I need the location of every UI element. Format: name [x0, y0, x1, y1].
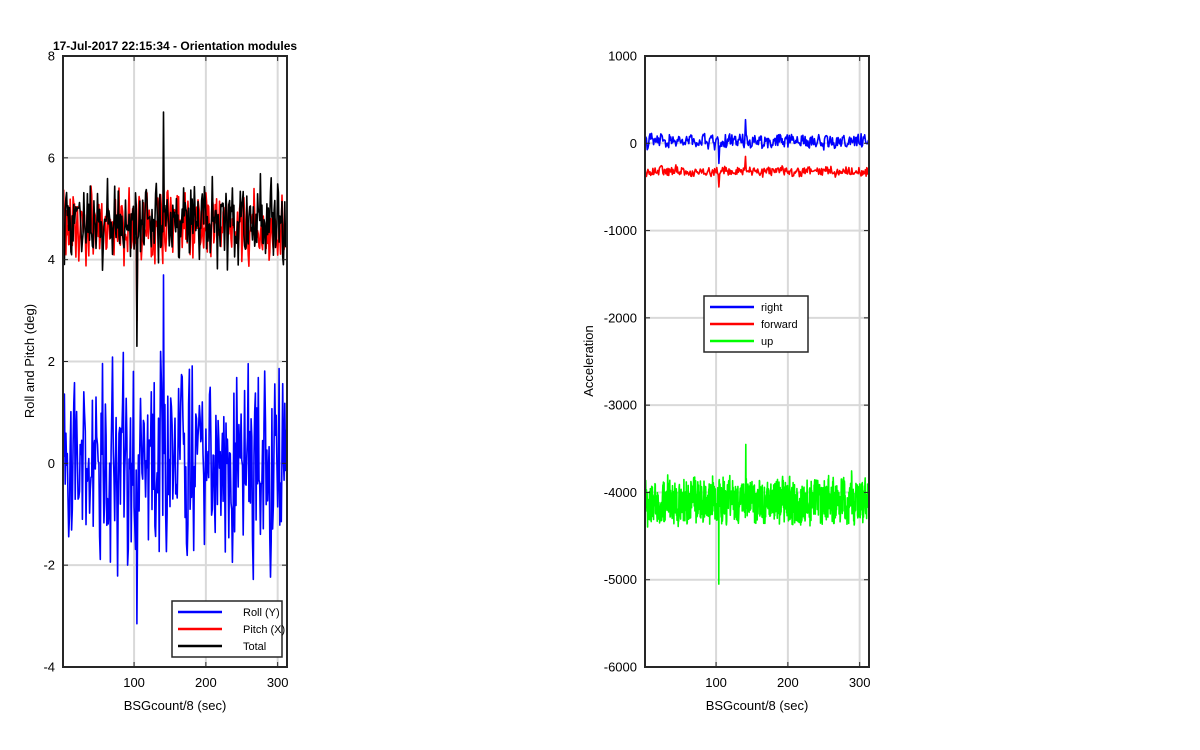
acceleration-ytick-label: -4000 — [604, 485, 637, 500]
acceleration-xtick-label: 100 — [705, 675, 727, 690]
roll-pitch-ytick-label: 2 — [48, 354, 55, 369]
acceleration-series — [645, 118, 869, 585]
acceleration-legend: right forward up — [703, 295, 809, 353]
roll-pitch-ytick-label: -4 — [43, 660, 55, 675]
roll-pitch-ytick-label: 0 — [48, 456, 55, 471]
roll-pitch-title: 17-Jul-2017 22:15:34 - Orientation modul… — [53, 39, 297, 53]
roll-pitch-xtick-label: 300 — [267, 675, 289, 690]
acceleration-ticks: 100 200 300 -6000 -5000 -4000 -3000 -2000 -1000 0… — [604, 49, 871, 691]
acceleration-series-right — [645, 118, 869, 165]
acceleration-series-forward — [645, 155, 869, 188]
acceleration-ytick-label: -6000 — [604, 660, 637, 675]
acceleration-axes: 100 200 300 -6000 -5000 -4000 -3000 -2000 -1000 0… — [581, 49, 871, 714]
roll-pitch-axes: 100 200 300 -4 -2 0 2 4 6 8 17-Jul-2017 22:15:34 … — [22, 39, 297, 713]
acceleration-ytick-label: 0 — [630, 136, 637, 151]
acceleration-ytick-label: -3000 — [604, 398, 637, 413]
acceleration-axes-box — [644, 55, 870, 668]
roll-pitch-ytick-label: 6 — [48, 150, 55, 165]
roll-pitch-series-total — [63, 111, 287, 348]
legend-roll-label: Roll (Y) — [243, 607, 280, 619]
acceleration-xtick-label: 200 — [777, 675, 799, 690]
roll-pitch-series — [63, 111, 287, 625]
roll-pitch-ticks: 100 200 300 -4 -2 0 2 4 6 8 — [43, 49, 288, 691]
roll-pitch-ytick-label: -2 — [43, 558, 55, 573]
acceleration-ytick-label: 1000 — [608, 49, 637, 64]
acceleration-ytick-label: -1000 — [604, 223, 637, 238]
legend-total-label: Total — [243, 641, 266, 653]
acceleration-plot-area — [645, 56, 869, 667]
roll-pitch-xlabel: BSGcount/8 (sec) — [124, 698, 227, 713]
roll-pitch-xtick-label: 100 — [123, 675, 145, 690]
acceleration-ytick-label: -5000 — [604, 572, 637, 587]
acceleration-ylabel: Acceleration — [581, 325, 596, 397]
legend-right-label: right — [761, 302, 782, 314]
acceleration-series-up — [645, 443, 869, 585]
acceleration-ytick-label: -2000 — [604, 310, 637, 325]
legend-pitch-label: Pitch (X) — [243, 624, 285, 636]
legend-forward-label: forward — [761, 319, 798, 331]
roll-pitch-legend: Roll (Y) Pitch (X) Total — [171, 600, 285, 658]
legend-up-label: up — [761, 336, 773, 348]
roll-pitch-series-roll-y — [63, 274, 287, 625]
roll-pitch-ylabel: Roll and Pitch (deg) — [22, 304, 37, 418]
roll-pitch-xtick-label: 200 — [195, 675, 217, 690]
roll-pitch-ytick-label: 8 — [48, 49, 55, 64]
acceleration-xlabel: BSGcount/8 (sec) — [706, 698, 809, 713]
roll-pitch-ytick-label: 4 — [48, 252, 55, 267]
acceleration-xtick-label: 300 — [849, 675, 871, 690]
